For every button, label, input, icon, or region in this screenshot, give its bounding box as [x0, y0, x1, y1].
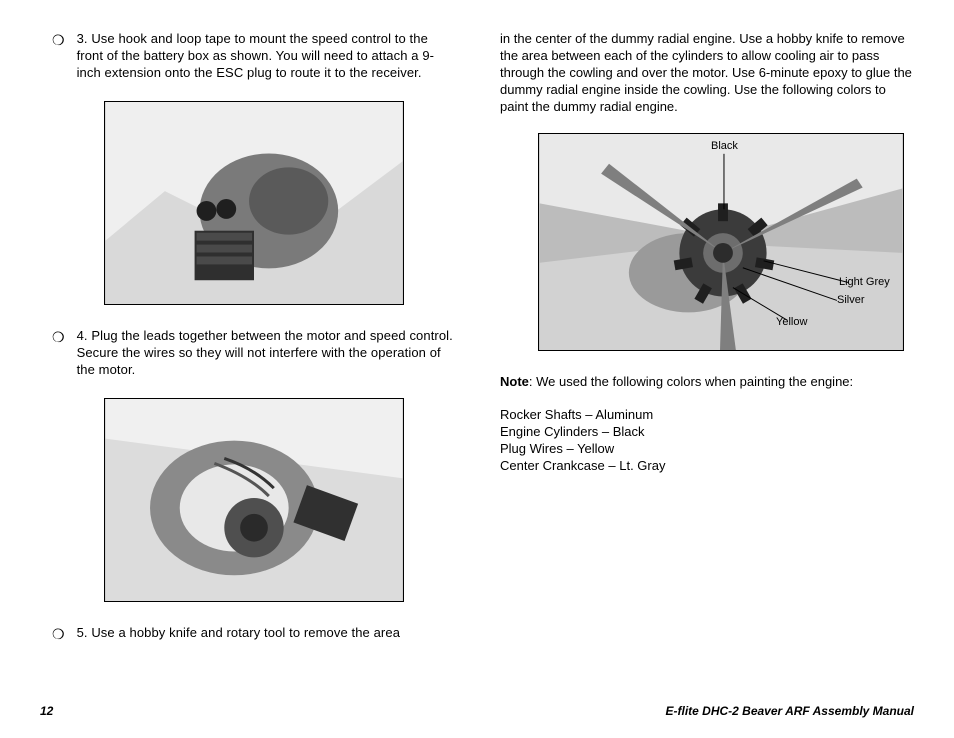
step-3-text: 3. Use hook and loop tape to mount the s… — [77, 30, 454, 81]
figure-engine-colors: Black Light Grey Silver Yellow — [538, 133, 904, 351]
photo-placeholder-icon — [539, 134, 903, 350]
callout-lightgrey: Light Grey — [839, 276, 890, 288]
checkbox-bullet-icon: ❍ — [52, 31, 65, 49]
callout-black: Black — [711, 140, 738, 152]
figure-step-4 — [104, 398, 404, 602]
note-text: : We used the following colors when pain… — [529, 374, 853, 389]
step-5: ❍ 5. Use a hobby knife and rotary tool t… — [40, 624, 454, 643]
color-row: Engine Cylinders – Black — [500, 423, 914, 440]
step-4: ❍ 4. Plug the leads together between the… — [40, 327, 454, 378]
note-label: Note — [500, 374, 529, 389]
two-column-layout: ❍ 3. Use hook and loop tape to mount the… — [40, 30, 914, 690]
photo-placeholder-icon — [105, 102, 403, 304]
color-row: Center Crankcase – Lt. Gray — [500, 457, 914, 474]
checkbox-bullet-icon: ❍ — [52, 328, 65, 346]
manual-page: ❍ 3. Use hook and loop tape to mount the… — [0, 0, 954, 738]
figure-step-3 — [104, 101, 404, 305]
paint-color-list: Rocker Shafts – Aluminum Engine Cylinder… — [500, 406, 914, 474]
note-paragraph: Note: We used the following colors when … — [500, 373, 914, 390]
color-row: Plug Wires – Yellow — [500, 440, 914, 457]
color-row: Rocker Shafts – Aluminum — [500, 406, 914, 423]
manual-title: E-flite DHC-2 Beaver ARF Assembly Manual — [665, 704, 914, 718]
step-4-text: 4. Plug the leads together between the m… — [77, 327, 454, 378]
page-footer: 12 E-flite DHC-2 Beaver ARF Assembly Man… — [40, 704, 914, 718]
page-number: 12 — [40, 704, 53, 718]
right-column: in the center of the dummy radial engine… — [500, 30, 914, 690]
step-5-text: 5. Use a hobby knife and rotary tool to … — [77, 624, 400, 641]
callout-silver: Silver — [837, 294, 865, 306]
photo-placeholder-icon — [105, 399, 403, 601]
checkbox-bullet-icon: ❍ — [52, 625, 65, 643]
left-column: ❍ 3. Use hook and loop tape to mount the… — [40, 30, 454, 690]
step-5-continuation: in the center of the dummy radial engine… — [500, 30, 914, 115]
callout-yellow: Yellow — [776, 316, 807, 328]
step-3: ❍ 3. Use hook and loop tape to mount the… — [40, 30, 454, 81]
